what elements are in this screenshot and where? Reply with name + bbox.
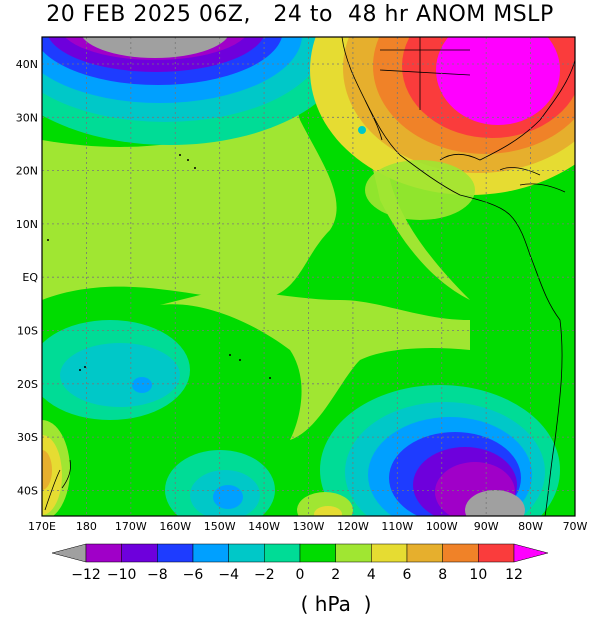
lon-label: 110W bbox=[381, 520, 413, 533]
anomaly-map: 40N 30N 20N 10N EQ 10S 20S 30S 40S 170E 180 170W 16… bbox=[16, 36, 588, 533]
colorbar-swatch bbox=[121, 543, 158, 563]
lon-label: 170W bbox=[115, 520, 147, 533]
colorbar-unit: ( hPa ) bbox=[300, 592, 372, 616]
lon-label: 90W bbox=[474, 520, 499, 533]
lon-label: 80W bbox=[518, 520, 543, 533]
lat-label: 10S bbox=[17, 325, 38, 338]
colorbar-label: 12 bbox=[505, 567, 523, 583]
colorbar-label: 6 bbox=[403, 567, 412, 583]
lon-label: 140W bbox=[248, 520, 280, 533]
colorbar-swatch bbox=[299, 543, 336, 563]
colorbar-swatch bbox=[157, 543, 194, 563]
colorbar-swatch bbox=[478, 543, 515, 563]
colorbar-label: −12 bbox=[71, 567, 101, 583]
colorbar-label: 8 bbox=[438, 567, 447, 583]
us-high-2 bbox=[365, 160, 475, 220]
baja-low bbox=[358, 126, 366, 134]
colorbar-swatch bbox=[264, 543, 301, 563]
colorbar-labels: −12 −10 −8 −6 −4 −2 0 2 4 6 8 10 12 bbox=[71, 567, 523, 583]
lat-label: 20S bbox=[17, 378, 38, 391]
sw-high-6 bbox=[42, 450, 52, 490]
colorbar-label: −8 bbox=[147, 567, 168, 583]
colorbar-label: −10 bbox=[107, 567, 137, 583]
lon-label: 150W bbox=[204, 520, 236, 533]
colorbar-swatches bbox=[51, 543, 549, 563]
lat-label: 30N bbox=[16, 111, 38, 124]
lon-label: 160W bbox=[159, 520, 191, 533]
ssp-low-6 bbox=[213, 485, 243, 509]
colorbar-arrow-high bbox=[513, 543, 549, 563]
map-frame bbox=[41, 36, 576, 517]
island-dots bbox=[47, 154, 271, 379]
colorbar-swatch bbox=[442, 543, 479, 563]
lon-label: 120W bbox=[337, 520, 369, 533]
lat-label: 40N bbox=[16, 58, 38, 71]
lon-label: 70W bbox=[563, 520, 588, 533]
ssp-high-6 bbox=[314, 506, 342, 516]
colorbar-label: 10 bbox=[469, 567, 487, 583]
colorbar-swatch bbox=[335, 543, 372, 563]
scp-low-6 bbox=[132, 377, 152, 393]
gridlines bbox=[42, 37, 575, 516]
colorbar-swatch bbox=[192, 543, 229, 563]
lat-label: 10N bbox=[16, 218, 38, 231]
lat-labels: 40N 30N 20N 10N EQ 10S 20S 30S 40S bbox=[16, 58, 39, 497]
colorbar-label: −4 bbox=[218, 567, 239, 583]
lon-label: 130W bbox=[293, 520, 325, 533]
lat-label: 20N bbox=[16, 165, 38, 178]
colorbar-label: 0 bbox=[296, 567, 305, 583]
coastlines bbox=[44, 37, 575, 516]
lon-labels: 170E 180 170W 160W 150W 140W 130W 120W 110W 100W 9… bbox=[28, 520, 588, 533]
colorbar-arrow-low bbox=[51, 543, 87, 563]
colorbar: −12 −10 −8 −6 −4 −2 0 2 4 6 8 10 12 bbox=[51, 543, 549, 583]
colorbar-label: 2 bbox=[331, 567, 340, 583]
scp-low-4 bbox=[60, 343, 180, 407]
colorbar-swatch bbox=[406, 543, 443, 563]
lat-label: EQ bbox=[22, 271, 38, 284]
light-band-central bbox=[160, 290, 470, 440]
colorbar-swatch bbox=[371, 543, 408, 563]
lon-label: 100W bbox=[426, 520, 458, 533]
colorbar-label: 4 bbox=[367, 567, 376, 583]
map-title: 20 FEB 2025 06Z, 24 to 48 hr ANOM MSLP bbox=[46, 2, 554, 27]
lon-label: 180 bbox=[76, 520, 97, 533]
sp-low-core bbox=[465, 490, 525, 516]
lat-label: 40S bbox=[17, 484, 38, 497]
lat-label: 30S bbox=[17, 431, 38, 444]
colorbar-label: −2 bbox=[254, 567, 275, 583]
colorbar-swatch bbox=[228, 543, 265, 563]
lon-label: 170E bbox=[28, 520, 56, 533]
np-low-core bbox=[82, 37, 228, 58]
us-high-12 bbox=[436, 37, 560, 125]
colorbar-label: −6 bbox=[183, 567, 204, 583]
colorbar-swatch bbox=[85, 543, 122, 563]
